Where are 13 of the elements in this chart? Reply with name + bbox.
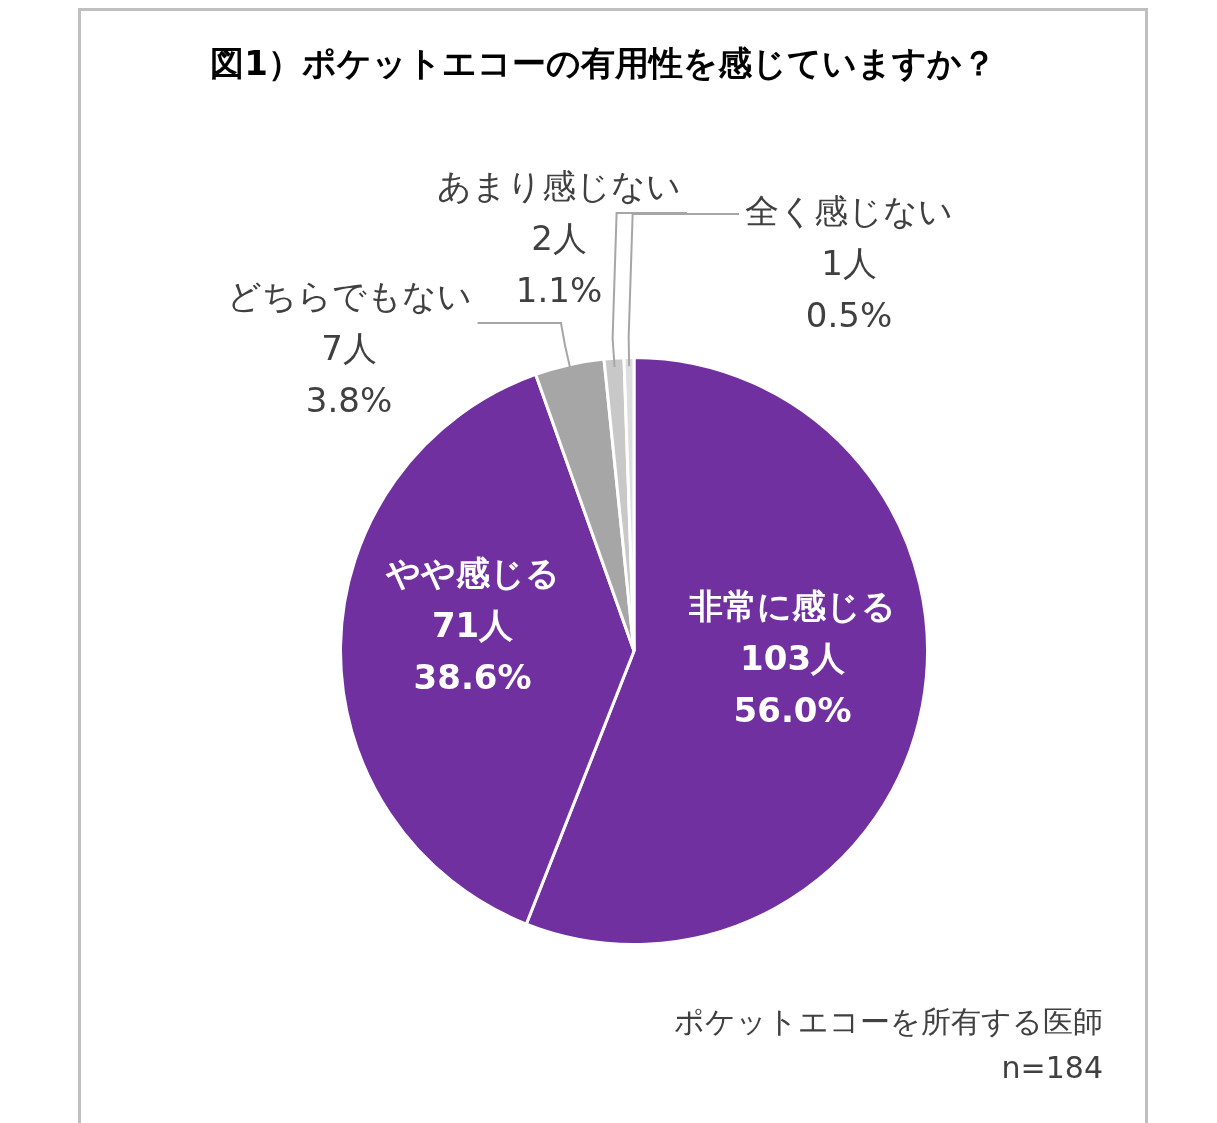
text: ポケットエコーを所有する医師	[674, 1003, 1103, 1039]
slice-label: やや感じる	[384, 553, 560, 594]
slice-label: どちらでもない	[226, 275, 472, 316]
chart-title: 図1）ポケットエコーの有用性を感じていますか？	[210, 42, 996, 83]
data-label: 71人 38.6%	[413, 605, 532, 698]
data-label: 7人 3.8%	[305, 327, 393, 420]
data-label: 103人 56.0%	[733, 637, 852, 730]
slice-label: あまり感じない	[437, 165, 681, 206]
slice-label: 全く感じない	[745, 190, 953, 231]
data-label: 2人 1.1%	[515, 217, 603, 310]
slice-label: 非常に感じる	[688, 585, 897, 626]
data-label: 1人 0.5%	[805, 242, 893, 335]
text: n=184	[1001, 1049, 1103, 1085]
